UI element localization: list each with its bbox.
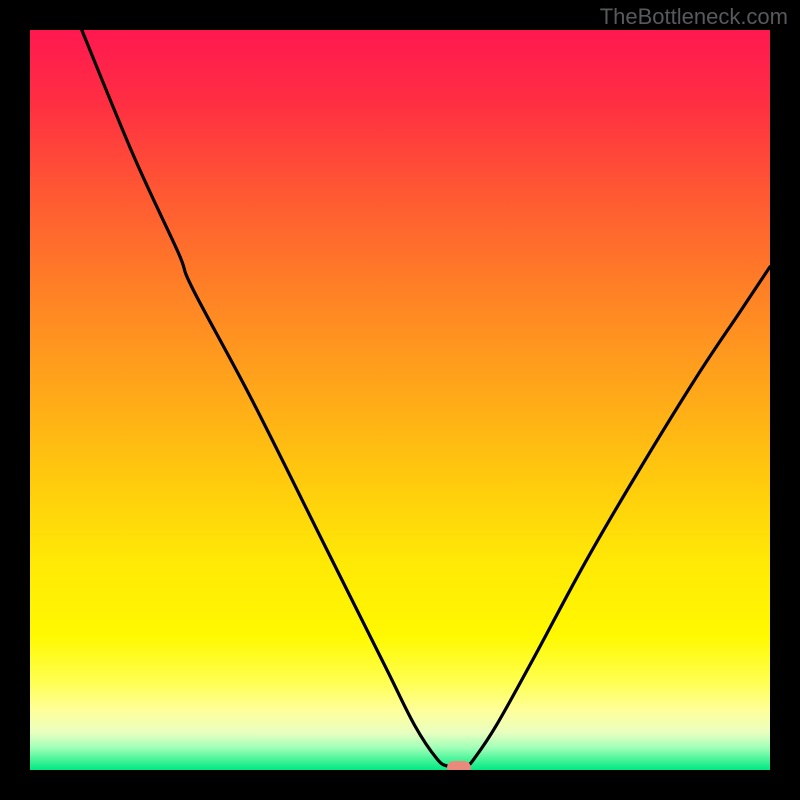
min-marker (447, 761, 471, 770)
plot-area (30, 30, 770, 770)
bottleneck-curve (30, 30, 770, 770)
watermark-text: TheBottleneck.com (600, 4, 788, 30)
chart-container: TheBottleneck.com (0, 0, 800, 800)
